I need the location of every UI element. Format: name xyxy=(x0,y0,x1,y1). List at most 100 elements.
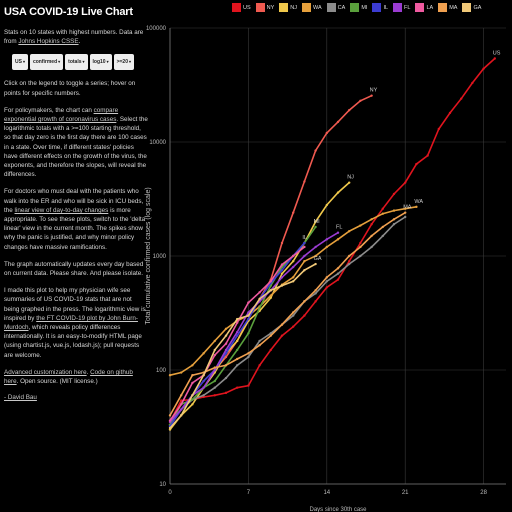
legend-item-us[interactable]: US xyxy=(232,3,251,12)
data-point-ma xyxy=(404,211,407,214)
legend-label: GA xyxy=(473,4,482,11)
data-point-fl xyxy=(325,238,328,241)
legend-item-ca[interactable]: CA xyxy=(326,3,345,12)
legend-label: NJ xyxy=(290,4,298,11)
data-point-wa xyxy=(314,254,317,258)
legend-item-wa[interactable]: WA xyxy=(302,3,322,12)
threshold-select[interactable]: >=20▾ xyxy=(113,54,135,71)
legend-item-nj[interactable]: NJ xyxy=(279,3,297,12)
data-point-ca xyxy=(292,314,295,317)
data-point-us xyxy=(493,57,496,60)
data-point-ma xyxy=(292,311,295,314)
legend-swatch xyxy=(438,3,448,12)
data-point-wa xyxy=(292,276,295,279)
legend-label: US xyxy=(243,4,251,11)
x-tick-label: 0 xyxy=(168,490,172,496)
series-line-ga xyxy=(169,263,316,429)
data-point-ca xyxy=(258,339,261,343)
legend-swatch xyxy=(415,3,425,12)
data-point-nj xyxy=(348,181,351,184)
metric-select[interactable]: confirmed▾ xyxy=(29,54,64,71)
data-point-ca xyxy=(213,386,216,389)
data-point-ma xyxy=(191,374,194,377)
y-tick-label: 10000 xyxy=(149,140,166,146)
data-point-nj xyxy=(314,220,317,223)
data-point-ma xyxy=(370,234,373,238)
region-select[interactable]: US▾ xyxy=(12,54,28,71)
data-point-wa xyxy=(404,207,407,210)
data-point-fl xyxy=(202,386,205,389)
data-point-wa xyxy=(336,238,340,241)
y-tick-label: 10 xyxy=(159,482,166,488)
page-title: USA COVID-19 Live Chart xyxy=(4,6,133,18)
data-point-wa xyxy=(381,212,384,215)
legend-item-la[interactable]: LA xyxy=(415,3,433,12)
data-point-wa xyxy=(303,260,306,263)
data-point-fl xyxy=(180,408,183,411)
series-end-label: IL xyxy=(302,235,307,241)
advanced-customization-link[interactable]: Advanced customization here xyxy=(4,368,87,376)
data-point-ca xyxy=(359,254,362,258)
linear-view-link[interactable]: linear view of day-to-day changes xyxy=(14,206,109,214)
data-point-us xyxy=(381,207,384,210)
data-point-ny xyxy=(370,94,373,97)
legend-item-ma[interactable]: MA xyxy=(438,3,457,12)
ft-plot-link[interactable]: the FT COVID-19 plot by John Burn-Murdoc… xyxy=(4,314,138,332)
legend-swatch xyxy=(326,3,336,12)
legend-swatch xyxy=(255,3,265,12)
data-point-ma xyxy=(269,334,272,337)
click-help-text: Click on the legend to toggle a series; … xyxy=(4,80,136,97)
legend-item-fl[interactable]: FL xyxy=(393,3,410,12)
series-line-wa xyxy=(169,206,417,376)
data-point-us xyxy=(460,97,463,100)
data-point-ma xyxy=(348,254,351,258)
author-signature[interactable]: - David Bau xyxy=(4,394,37,402)
scale-select[interactable]: log10▾ xyxy=(89,54,112,71)
legend-item-ga[interactable]: GA xyxy=(462,3,481,12)
data-point-la xyxy=(213,353,216,357)
data-point-us xyxy=(314,300,317,303)
legend-item-ny[interactable]: NY xyxy=(255,3,274,12)
data-point-il xyxy=(202,379,205,383)
data-point-fl xyxy=(213,368,216,372)
y-axis-label: Total cumulative confirmed cases (log sc… xyxy=(145,187,152,324)
x-tick-label: 28 xyxy=(480,490,487,496)
y-tick-label: 1000 xyxy=(153,254,167,260)
data-point-wa xyxy=(213,339,216,343)
series-end-label: US xyxy=(493,51,501,57)
data-point-ny xyxy=(314,149,317,152)
data-point-la xyxy=(224,342,228,345)
data-point-ca xyxy=(348,262,351,266)
data-point-ga xyxy=(180,414,183,417)
data-point-ga xyxy=(269,289,272,292)
legend-swatch xyxy=(350,3,360,12)
data-point-fl xyxy=(236,330,239,334)
view-controls: US▾ confirmed▾ totals▾ log10▾ >=20▾ xyxy=(12,54,148,71)
data-point-us xyxy=(224,391,228,395)
totals-select[interactable]: totals▾ xyxy=(65,54,88,71)
jhu-link[interactable]: Johns Hopkins CSSE xyxy=(18,38,79,46)
legend-item-mi[interactable]: MI xyxy=(350,3,367,12)
data-point-mi xyxy=(191,398,194,401)
data-point-us xyxy=(415,162,418,166)
data-point-ga xyxy=(292,280,295,283)
data-point-il xyxy=(236,334,239,337)
about-text: I made this plot to help my physician wi… xyxy=(4,287,146,359)
data-point-ma xyxy=(303,300,306,303)
series-end-label: MA xyxy=(403,205,412,211)
data-point-us xyxy=(280,334,284,337)
data-point-la xyxy=(280,263,284,266)
exponential-growth-link[interactable]: compare exponential growth of coronaviru… xyxy=(4,106,119,124)
legend-item-il[interactable]: IL xyxy=(372,3,388,12)
data-point-ga xyxy=(224,334,228,337)
data-point-ma xyxy=(258,344,261,347)
data-point-ny xyxy=(280,241,284,245)
github-code-link[interactable]: Code on github here xyxy=(4,368,133,386)
data-point-il xyxy=(247,317,250,321)
sidebar: USA COVID-19 Live Chart Stats on 10 stat… xyxy=(0,0,148,512)
data-point-us xyxy=(336,278,340,281)
data-point-fl xyxy=(224,348,228,352)
series-line-ny xyxy=(169,94,372,426)
data-point-ny xyxy=(359,99,362,102)
data-point-us xyxy=(448,111,452,115)
